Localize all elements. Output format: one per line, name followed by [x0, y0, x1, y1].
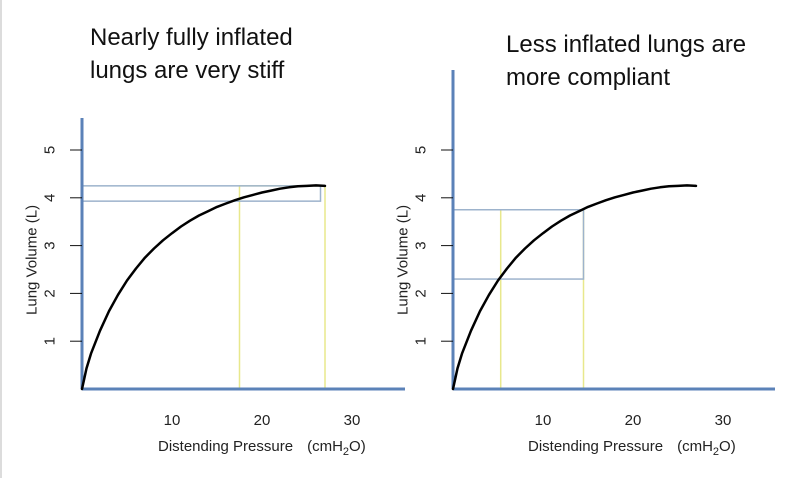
left-x-tick-label: 30	[344, 412, 361, 429]
left-pressure-change-box	[238, 185, 326, 390]
left-heading-line-1: Nearly fully inflated	[90, 24, 293, 51]
right-pressure-change-box	[499, 209, 585, 390]
left-y-tick-label: 2	[42, 289, 59, 297]
right-y-tick-label: 2	[413, 289, 430, 297]
left-x-tick-label: 10	[164, 412, 181, 429]
left-y-tick-label: 4	[42, 194, 59, 202]
slide-left-border	[0, 0, 2, 478]
right-x-tick-label: 20	[625, 412, 642, 429]
right-chart-group: 1 2 3 4 5 10 20 30 Lung Volume (L) Distending Pre…	[395, 70, 775, 458]
right-y-tick-label: 5	[413, 146, 430, 154]
left-x-axis-label: Distending Pressure (cmH2O)	[158, 438, 366, 458]
right-x-tick-label: 30	[715, 412, 732, 429]
right-y-tick-label: 3	[413, 241, 430, 249]
right-heading-line-2: more compliant	[506, 64, 671, 91]
right-heading-line-1: Less inflated lungs are	[506, 31, 747, 58]
left-y-tick-label: 3	[42, 241, 59, 249]
right-x-axis-label: Distending Pressure (cmH2O)	[528, 438, 736, 458]
left-pressure-volume-curve	[80, 184, 327, 391]
right-y-axis-label: Lung Volume (L)	[395, 205, 412, 315]
right-pressure-volume-curve	[451, 184, 698, 391]
right-panel-heading: Less inflated lungs are more compliant	[506, 28, 746, 94]
left-heading-line-2: lungs are very stiff	[90, 57, 285, 84]
left-y-tick-label: 1	[42, 337, 59, 345]
right-x-tick-label: 10	[535, 412, 552, 429]
left-chart-group: 1 2 3 4 5 10 20 30 Lung Volume (L) Distending Pre…	[24, 118, 405, 458]
left-y-tick-label: 5	[42, 146, 59, 154]
left-panel-heading: Nearly fully inflated lungs are very sti…	[90, 21, 293, 87]
left-x-tick-label: 20	[254, 412, 271, 429]
right-y-tick-label: 4	[413, 194, 430, 202]
right-y-tick-label: 1	[413, 337, 430, 345]
left-y-axis-label: Lung Volume (L)	[24, 205, 41, 315]
